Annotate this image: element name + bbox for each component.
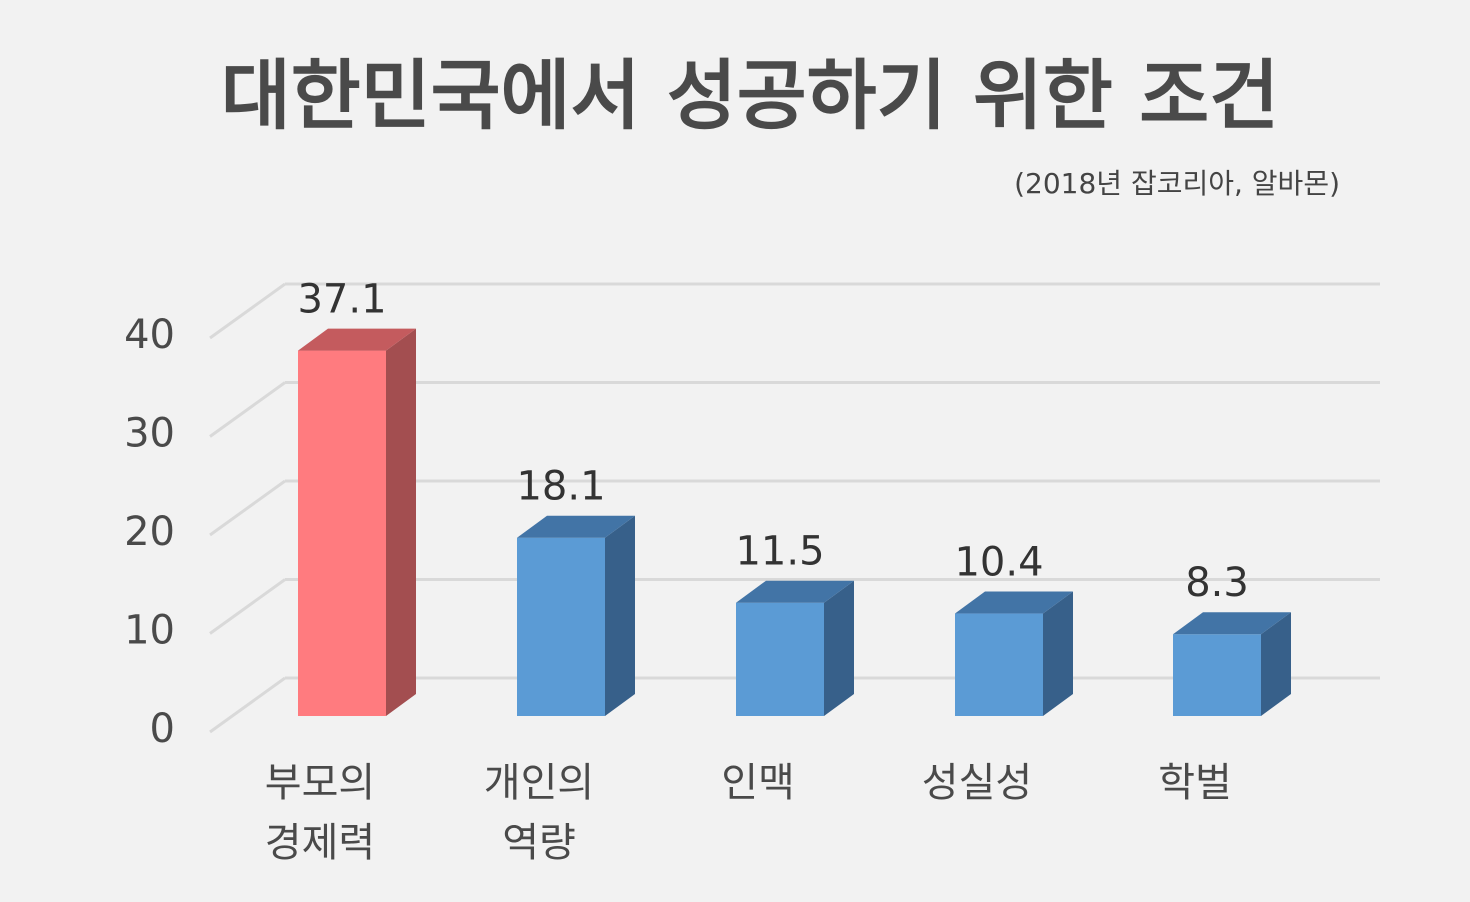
gridline-side xyxy=(209,578,286,635)
category-label: 경제력 xyxy=(265,820,375,866)
bar-front xyxy=(1173,634,1261,716)
bar-top xyxy=(517,515,635,538)
bar-front xyxy=(517,537,605,716)
bar-side xyxy=(1043,591,1073,716)
y-tick-label: 40 xyxy=(124,312,175,358)
bar-top xyxy=(298,328,416,351)
y-tick-label: 10 xyxy=(124,608,175,654)
bars xyxy=(298,328,1291,716)
value-label: 37.1 xyxy=(297,277,386,323)
bar xyxy=(955,591,1073,716)
chart-subtitle: (2018년 잡코리아, 알바몬) xyxy=(1014,167,1340,200)
value-label: 18.1 xyxy=(516,464,605,510)
category-label: 인맥 xyxy=(721,760,795,806)
chart-title: 대한민국에서 성공하기 위한 조건 xyxy=(221,51,1279,140)
value-label: 8.3 xyxy=(1185,560,1249,606)
category-label: 역량 xyxy=(502,820,576,866)
y-tick-label: 20 xyxy=(124,509,175,555)
bar-front xyxy=(955,613,1043,716)
bar-top xyxy=(1173,612,1291,635)
y-tick-label: 30 xyxy=(124,411,175,457)
value-labels: 37.1 18.1 11.5 10.4 8.3 xyxy=(297,277,1248,607)
bar-top xyxy=(736,580,854,603)
bar-side xyxy=(386,328,416,716)
bar-top xyxy=(955,591,1073,614)
gridline-side xyxy=(209,676,286,734)
category-label: 개인의 xyxy=(484,760,594,806)
category-label: 부모의 xyxy=(265,760,375,806)
y-tick-label: 0 xyxy=(150,706,175,752)
category-label: 학벌 xyxy=(1158,760,1232,806)
category-label: 성실성 xyxy=(922,760,1032,806)
gridline-side xyxy=(209,381,286,438)
value-label: 10.4 xyxy=(954,540,1043,586)
bar-front xyxy=(736,602,824,716)
bar xyxy=(517,515,635,716)
bar xyxy=(1173,612,1291,716)
bar xyxy=(298,328,416,716)
bar xyxy=(736,580,854,716)
gridline-side xyxy=(209,479,286,537)
gridline-side xyxy=(209,282,286,340)
value-label: 11.5 xyxy=(735,529,824,575)
bar-side xyxy=(824,580,854,716)
bar-front xyxy=(298,350,386,716)
y-axis-ticks: 0 10 20 30 40 xyxy=(124,312,175,752)
bar-side xyxy=(605,515,635,716)
bar-side xyxy=(1261,612,1291,716)
